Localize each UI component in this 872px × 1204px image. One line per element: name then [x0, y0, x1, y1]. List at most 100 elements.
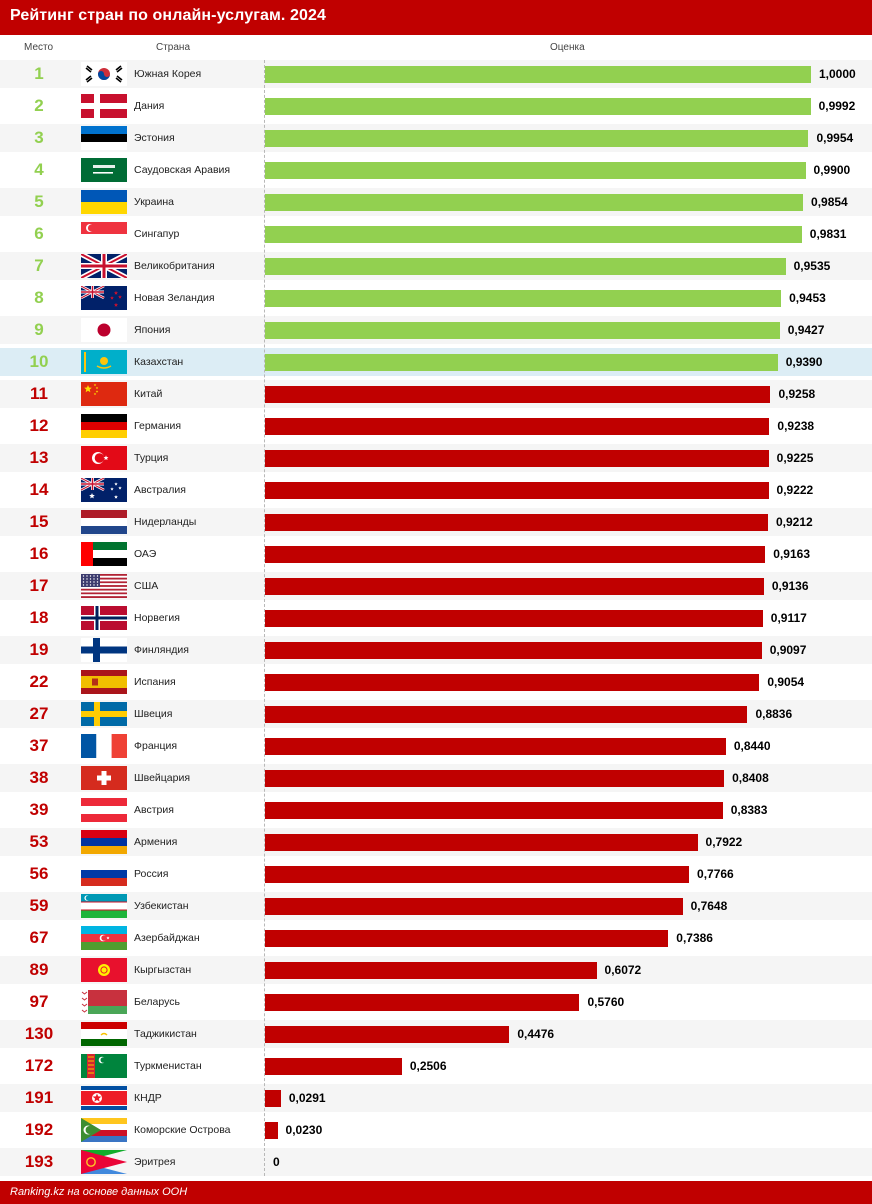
footer-bar: Ranking.kz на основе данных ООН	[0, 1181, 872, 1204]
rank-label: 67	[29, 928, 49, 947]
table-row: 13 Турция 0,9225	[0, 444, 872, 472]
flag-kp-icon	[81, 1086, 127, 1110]
flag-ua-icon	[81, 190, 127, 214]
country-name: Новая Зеландия	[134, 292, 215, 304]
score-bar	[265, 802, 723, 819]
table-row: 7 Великобритания 0,9535	[0, 252, 872, 280]
column-header-place: Место	[24, 42, 54, 53]
score-bar	[265, 642, 762, 659]
table-row: 4 Саудовская Аравия 0,9900	[0, 156, 872, 184]
country-name: Дания	[134, 100, 165, 112]
score-bar	[265, 226, 802, 243]
country-name: Германия	[134, 420, 182, 432]
rank-label: 97	[29, 992, 49, 1011]
score-value-label: 0,9212	[775, 515, 813, 529]
flag-no-icon	[81, 606, 127, 630]
table-row: 67 Азербайджан 0,7386	[0, 924, 872, 952]
country-name: Сингапур	[134, 228, 180, 240]
rank-label: 12	[29, 416, 49, 435]
score-bar	[265, 738, 726, 755]
score-value-label: 0,9453	[789, 291, 826, 305]
flag-km-icon	[81, 1118, 127, 1142]
table-row: 10 Казахстан 0,9390	[0, 348, 872, 376]
country-name: Финляндия	[134, 644, 189, 656]
score-value-label: 0,8836	[755, 707, 793, 721]
flag-er-icon	[81, 1150, 127, 1174]
rank-label: 3	[34, 128, 44, 147]
rank-label: 27	[29, 704, 49, 723]
score-value-label: 1,0000	[819, 67, 856, 81]
score-value-label: 0,0291	[288, 1091, 326, 1105]
rank-label: 4	[34, 160, 44, 179]
score-value-label: 0,9390	[785, 355, 823, 369]
score-bar	[265, 386, 771, 403]
score-value-label: 0,9831	[809, 227, 847, 241]
score-bar	[265, 546, 766, 563]
table-row: 39 Австрия 0,8383	[0, 796, 872, 824]
table-row: 14 Австралия 0,9222	[0, 476, 872, 504]
score-bar	[265, 322, 780, 339]
rank-label: 7	[34, 256, 44, 275]
table-row: 9 Япония 0,9427	[0, 316, 872, 344]
score-bar	[265, 1122, 278, 1139]
rank-label: 14	[29, 480, 49, 499]
score-value-label: 0,9854	[811, 195, 848, 209]
column-header-score: Оценка	[550, 42, 585, 53]
country-name: Казахстан	[134, 356, 184, 368]
flag-uz-icon	[81, 894, 127, 918]
country-name: Коморские Острова	[134, 1124, 231, 1136]
table-row: 22 Испания 0,9054	[0, 668, 872, 696]
table-row: 1 Южная Корея 1,0000	[0, 60, 872, 88]
rank-label: 56	[29, 864, 49, 883]
score-value-label: 0	[273, 1155, 280, 1169]
flag-ee-icon	[81, 126, 127, 150]
country-name: Швейцария	[134, 772, 191, 784]
score-bar	[265, 1058, 402, 1075]
country-name: Эритрея	[134, 1156, 176, 1168]
country-name: Кыргызстан	[134, 964, 192, 976]
flag-by-icon	[81, 990, 127, 1014]
score-bar	[265, 514, 768, 531]
score-value-label: 0,8440	[733, 739, 771, 753]
score-bar	[265, 770, 725, 787]
header-bar: Рейтинг стран по онлайн-услугам. 2024	[0, 0, 872, 35]
table-row: 89 Кыргызстан 0,6072	[0, 956, 872, 984]
score-value-label: 0,9225	[776, 451, 814, 465]
rank-label: 9	[34, 320, 44, 339]
table-row: 191 КНДР 0,0291	[0, 1084, 872, 1112]
flag-nl-icon	[81, 510, 127, 534]
table-row: 15 Нидерланды 0,9212	[0, 508, 872, 536]
score-bar	[265, 290, 782, 307]
flag-kr-icon	[81, 62, 127, 86]
rank-label: 10	[29, 352, 49, 371]
score-value-label: 0,8408	[732, 771, 769, 785]
score-value-label: 0,9900	[813, 163, 851, 177]
score-value-label: 0,9117	[770, 611, 807, 625]
rank-label: 17	[29, 576, 49, 595]
score-bar	[265, 66, 811, 83]
country-name: Франция	[134, 740, 178, 752]
country-name: Норвегия	[134, 612, 180, 624]
table-row: 8 Новая Зеландия 0,9453	[0, 284, 872, 312]
rank-label: 8	[34, 288, 44, 307]
table-row: 2 Дания 0,9992	[0, 92, 872, 120]
rank-label: 38	[29, 768, 49, 787]
score-bar	[265, 1090, 281, 1107]
rank-label: 37	[29, 736, 49, 755]
chart-title: Рейтинг стран по онлайн-услугам. 2024	[10, 7, 327, 24]
score-value-label: 0,6072	[604, 963, 642, 977]
rank-label: 1	[34, 64, 44, 83]
score-value-label: 0,2506	[409, 1059, 447, 1073]
rank-label: 39	[29, 800, 49, 819]
score-value-label: 0,9054	[767, 675, 805, 689]
country-name: Беларусь	[134, 996, 180, 1008]
flag-az-icon	[81, 926, 127, 950]
country-name: Эстония	[134, 132, 175, 144]
score-bar	[265, 418, 770, 435]
country-name: Великобритания	[134, 260, 215, 272]
flag-sa-icon	[81, 158, 127, 182]
score-value-label: 0,9238	[777, 419, 815, 433]
country-name: Нидерланды	[134, 516, 197, 528]
country-name: КНДР	[134, 1092, 162, 1104]
score-value-label: 0,4476	[517, 1027, 555, 1041]
